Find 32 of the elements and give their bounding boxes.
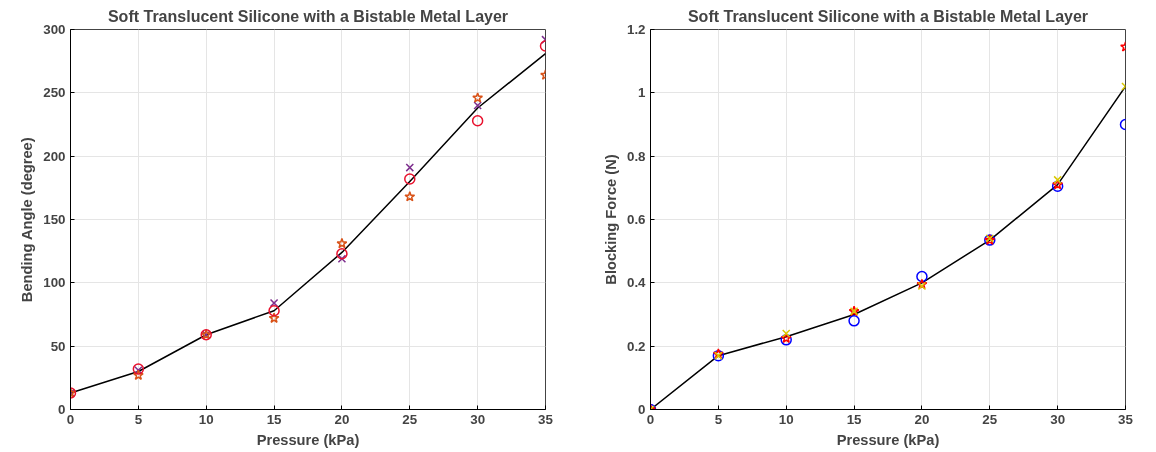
x-axis-title: Pressure (kPa) [836,431,940,448]
y-tick-label: 300 [43,22,66,37]
x-tick-label: 30 [1050,411,1066,427]
y-axis-title: Bending Angle (degree) [19,137,36,303]
y-tick-label: 150 [43,212,66,227]
chart-title: Soft Translucent Silicone with a Bistable Metal Layer [107,7,509,25]
x-tick-label: 5 [714,411,723,427]
y-tick-label: 250 [43,85,66,101]
x-tick-label: 25 [402,411,418,427]
y-tick-label: 1.2 [626,22,646,37]
y-tick-label: 200 [43,148,66,164]
x-axis-title: Pressure (kPa) [256,431,360,448]
y-tick-label: 100 [43,275,66,291]
x-tick-label: 15 [266,411,283,427]
y-tick-label: 0.4 [626,275,647,291]
y-tick-label: 0.2 [626,338,646,354]
y-axis-title: Blocking Force (N) [602,154,619,285]
x-tick-label: 35 [1118,411,1134,427]
y-tick-label: 1 [638,85,647,101]
x-tick-label: 25 [982,411,998,427]
x-tick-label: 10 [778,411,794,427]
x-tick-label: 20 [914,411,930,427]
y-tick-label: 50 [50,338,66,354]
x-tick-label: 20 [334,411,350,427]
y-tick-label: 0.8 [626,148,646,164]
chart-title: Soft Translucent Silicone with a Bistable Metal Layer [687,7,1089,25]
x-tick-label: 15 [846,411,863,427]
y-tick-label: 0.6 [626,212,646,227]
x-tick-label: 35 [538,411,554,427]
x-tick-label: 30 [470,411,486,427]
x-tick-label: 5 [134,411,143,427]
x-tick-label: 10 [198,411,214,427]
